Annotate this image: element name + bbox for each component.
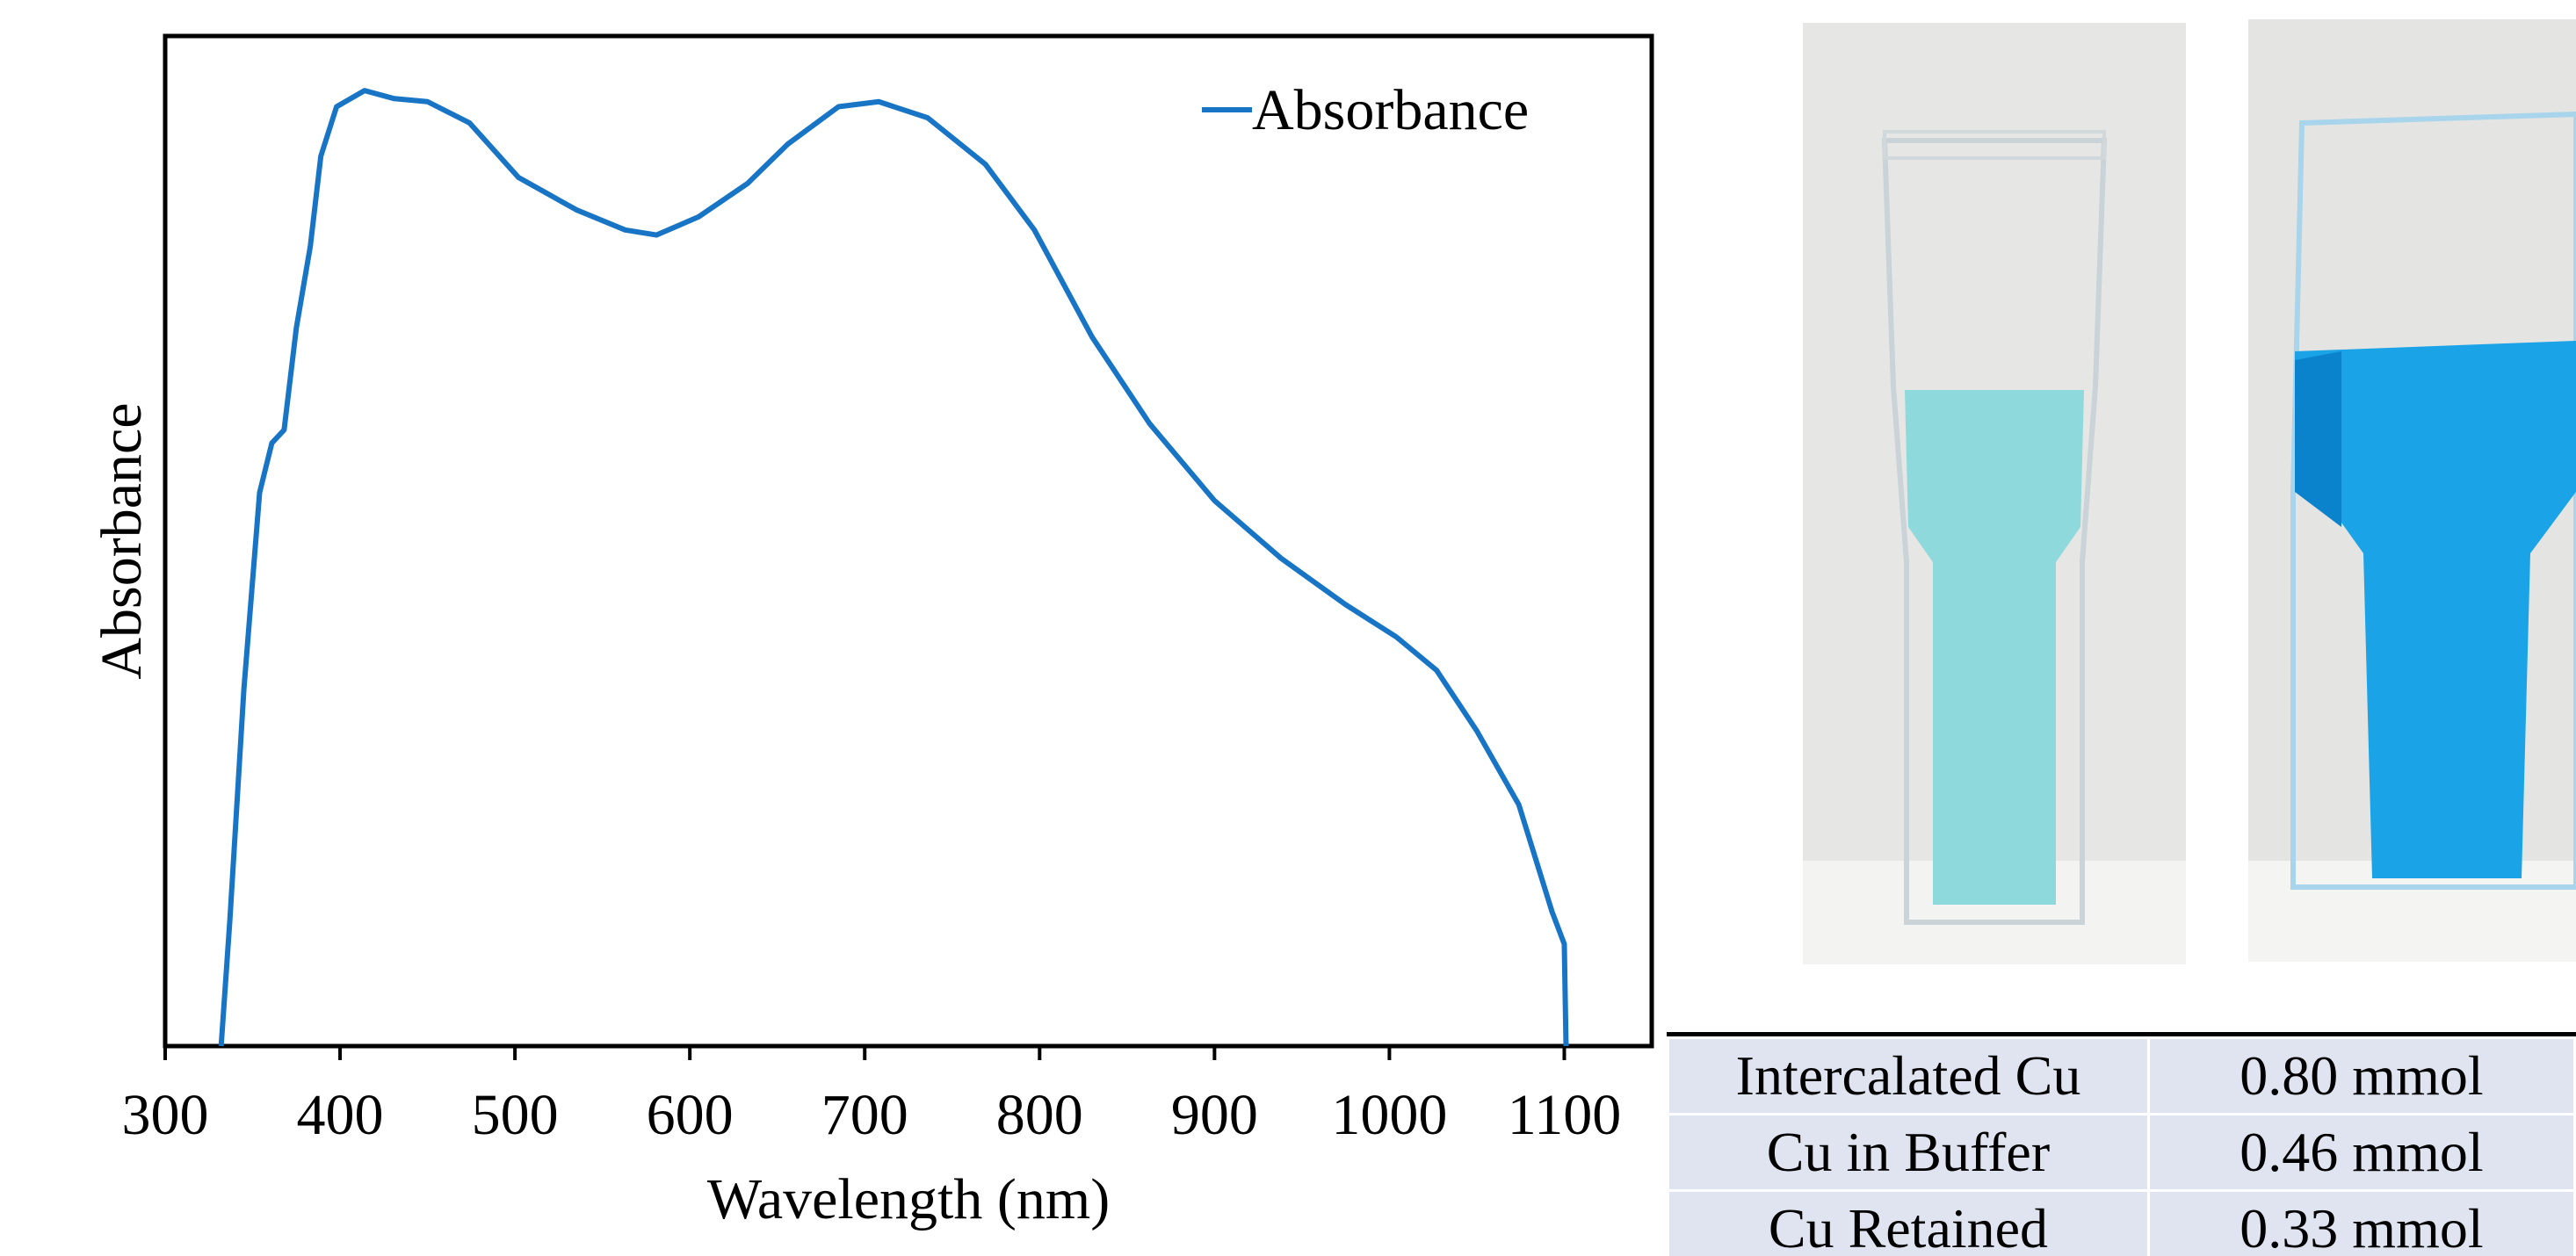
table-cell: 0.80 mmol [2148, 1038, 2574, 1115]
x-tick-label: 700 [821, 1083, 908, 1147]
x-tick-label: 800 [996, 1083, 1083, 1147]
table-cell: 0.46 mmol [2148, 1115, 2574, 1191]
x-tick-label: 900 [1171, 1083, 1258, 1147]
legend-label: Absorbance [1252, 78, 1529, 142]
x-tick-label: 1100 [1508, 1083, 1622, 1147]
x-tick-label: 500 [472, 1083, 559, 1147]
line-series [221, 90, 1567, 1046]
x-tick-label: 400 [297, 1083, 384, 1147]
plot-frame [165, 36, 1652, 1046]
y-axis-title: Absorbance [90, 402, 154, 679]
table-cell: Cu Retained [1668, 1191, 2149, 1256]
photo-2 [2248, 19, 2576, 962]
photo-1 [1803, 23, 2186, 964]
table-cell: 0.33 mmol [2148, 1191, 2574, 1256]
table-cell: Cu in Buffer [1668, 1115, 2149, 1191]
x-axis-title: Wavelength (nm) [707, 1167, 1110, 1231]
x-tick-label: 600 [647, 1083, 734, 1147]
x-tick-label: 300 [122, 1083, 209, 1147]
table-cell: Intercalated Cu [1668, 1038, 2149, 1115]
x-tick-label: 1000 [1331, 1083, 1447, 1147]
